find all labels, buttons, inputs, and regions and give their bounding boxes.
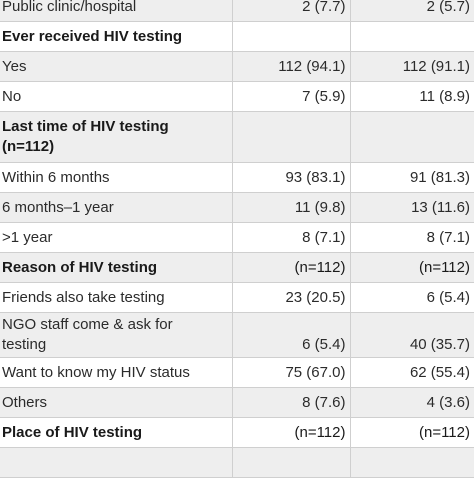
group2-value: (n=112) [349, 252, 474, 283]
group2-value: 40 (35.7) [349, 312, 474, 358]
section-header-row: Ever received HIV testing [0, 21, 474, 52]
group1-value: 23 (20.5) [231, 282, 350, 313]
group1-value: (n=112) [231, 252, 350, 283]
group2-value: 91 (81.3) [349, 162, 474, 193]
row-label: No [0, 81, 232, 112]
table-row: Within 6 months 93 (83.1) 91 (81.3) [0, 162, 474, 193]
group2-value: 4 (3.6) [349, 387, 474, 418]
table-row: No 7 (5.9) 11 (8.9) [0, 81, 474, 112]
table-row: NGO staff come & ask for testing 6 (5.4)… [0, 312, 474, 358]
group2-value: 13 (11.6) [349, 192, 474, 223]
group1-value: 8 (7.1) [231, 222, 350, 253]
group1-value [231, 447, 350, 478]
group1-value [231, 111, 350, 163]
row-label: >1 year [0, 222, 232, 253]
group1-value: (n=112) [231, 417, 350, 448]
table-row: Yes 112 (94.1) 112 (91.1) [0, 51, 474, 82]
section-title: Ever received HIV testing [0, 21, 232, 52]
group1-value: 93 (83.1) [231, 162, 350, 193]
group2-value: 2 (5.7) [349, 0, 474, 22]
group1-value: 7 (5.9) [231, 81, 350, 112]
section-title: Reason of HIV testing [0, 252, 232, 283]
group2-value: 11 (8.9) [349, 81, 474, 112]
group1-value: 2 (7.7) [231, 0, 350, 22]
group2-value: 112 (91.1) [349, 51, 474, 82]
row-label: Within 6 months [0, 162, 232, 193]
row-label: Friends also take testing [0, 282, 232, 313]
group2-value [349, 21, 474, 52]
section-title: Last time of HIV testing (n=112) [0, 111, 232, 163]
section-title: Place of HIV testing [0, 417, 232, 448]
group1-value: 6 (5.4) [231, 312, 350, 358]
row-label: NGO staff come & ask for testing [0, 312, 232, 358]
group2-value: (n=112) [349, 417, 474, 448]
group2-value: 8 (7.1) [349, 222, 474, 253]
table-row [0, 447, 474, 478]
table-row: Others 8 (7.6) 4 (3.6) [0, 387, 474, 418]
group2-value: 62 (55.4) [349, 357, 474, 388]
group1-value: 8 (7.6) [231, 387, 350, 418]
row-label: 6 months–1 year [0, 192, 232, 223]
section-header-row: Place of HIV testing (n=112) (n=112) [0, 417, 474, 448]
section-header-row: Reason of HIV testing (n=112) (n=112) [0, 252, 474, 283]
group2-value: 6 (5.4) [349, 282, 474, 313]
table-row: 6 months–1 year 11 (9.8) 13 (11.6) [0, 192, 474, 223]
group1-value: 112 (94.1) [231, 51, 350, 82]
group1-value: 11 (9.8) [231, 192, 350, 223]
row-label: Yes [0, 51, 232, 82]
row-label [0, 447, 232, 478]
table-row: Friends also take testing 23 (20.5) 6 (5… [0, 282, 474, 313]
row-label: Want to know my HIV status [0, 357, 232, 388]
table-row: >1 year 8 (7.1) 8 (7.1) [0, 222, 474, 253]
group1-value [231, 21, 350, 52]
row-label: Public clinic/hospital [0, 0, 232, 22]
table-row: Want to know my HIV status 75 (67.0) 62 … [0, 357, 474, 388]
group2-value [349, 447, 474, 478]
section-header-row: Last time of HIV testing (n=112) [0, 111, 474, 163]
row-label: Others [0, 387, 232, 418]
table-row: Public clinic/hospital 2 (7.7) 2 (5.7) [0, 0, 474, 22]
group1-value: 75 (67.0) [231, 357, 350, 388]
group2-value [349, 111, 474, 163]
